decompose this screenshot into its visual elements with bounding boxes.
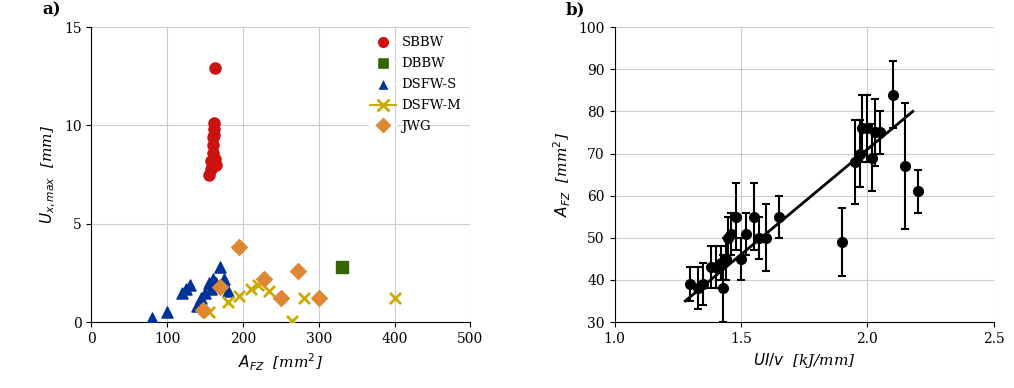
DBBW [334,264,350,270]
DSFW-S [197,289,213,296]
JWG [212,284,228,290]
JWG [273,295,289,301]
DSFW-S [208,280,224,286]
SBBW [203,158,219,164]
SBBW [205,150,221,156]
JWG [310,295,327,301]
Y-axis label: $A_{FZ}$  [mm$^2$]: $A_{FZ}$ [mm$^2$] [552,132,573,217]
DSFW-S [220,288,236,294]
DSFW-S [182,282,198,288]
SBBW [206,132,222,139]
X-axis label: $UI/v$  [kJ/mm]: $UI/v$ [kJ/mm] [752,351,856,370]
DSFW-S [144,315,160,321]
SBBW [205,134,221,140]
DSFW-S [205,276,221,282]
SBBW [203,166,219,172]
DSFW-M [231,293,247,300]
DSFW-S [203,286,219,292]
SBBW [208,162,224,168]
Y-axis label: $U_{x,max}$  [mm]: $U_{x,max}$ [mm] [40,125,59,224]
DSFW-M [284,318,300,324]
SBBW [206,126,222,132]
DSFW-S [174,289,191,296]
SBBW [207,65,223,71]
Legend: SBBW, DBBW, DSFW-S, DSFW-M, JWG: SBBW, DBBW, DSFW-S, DSFW-M, JWG [367,34,463,136]
X-axis label: $A_{FZ}$  [mm$^2$]: $A_{FZ}$ [mm$^2$] [238,351,323,373]
DSFW-M [220,299,236,305]
Text: a): a) [42,1,61,18]
SBBW [207,156,223,162]
DSFW-S [212,264,228,270]
JWG [257,276,273,282]
DSFW-S [159,309,175,315]
DSFW-S [177,286,194,292]
DSFW-M [295,295,311,301]
DSFW-S [201,280,217,286]
JWG [289,268,305,274]
JWG [196,307,212,314]
Text: b): b) [565,1,585,18]
DSFW-M [250,282,267,288]
DSFW-S [193,295,209,301]
JWG [231,244,247,250]
DSFW-M [386,295,403,301]
DSFW-M [262,288,278,294]
DSFW-M [201,309,217,315]
DSFW-S [190,303,206,309]
SBBW [201,171,217,178]
DSFW-M [242,286,259,292]
SBBW [205,142,221,148]
DSFW-S [216,276,232,282]
SBBW [206,120,222,126]
